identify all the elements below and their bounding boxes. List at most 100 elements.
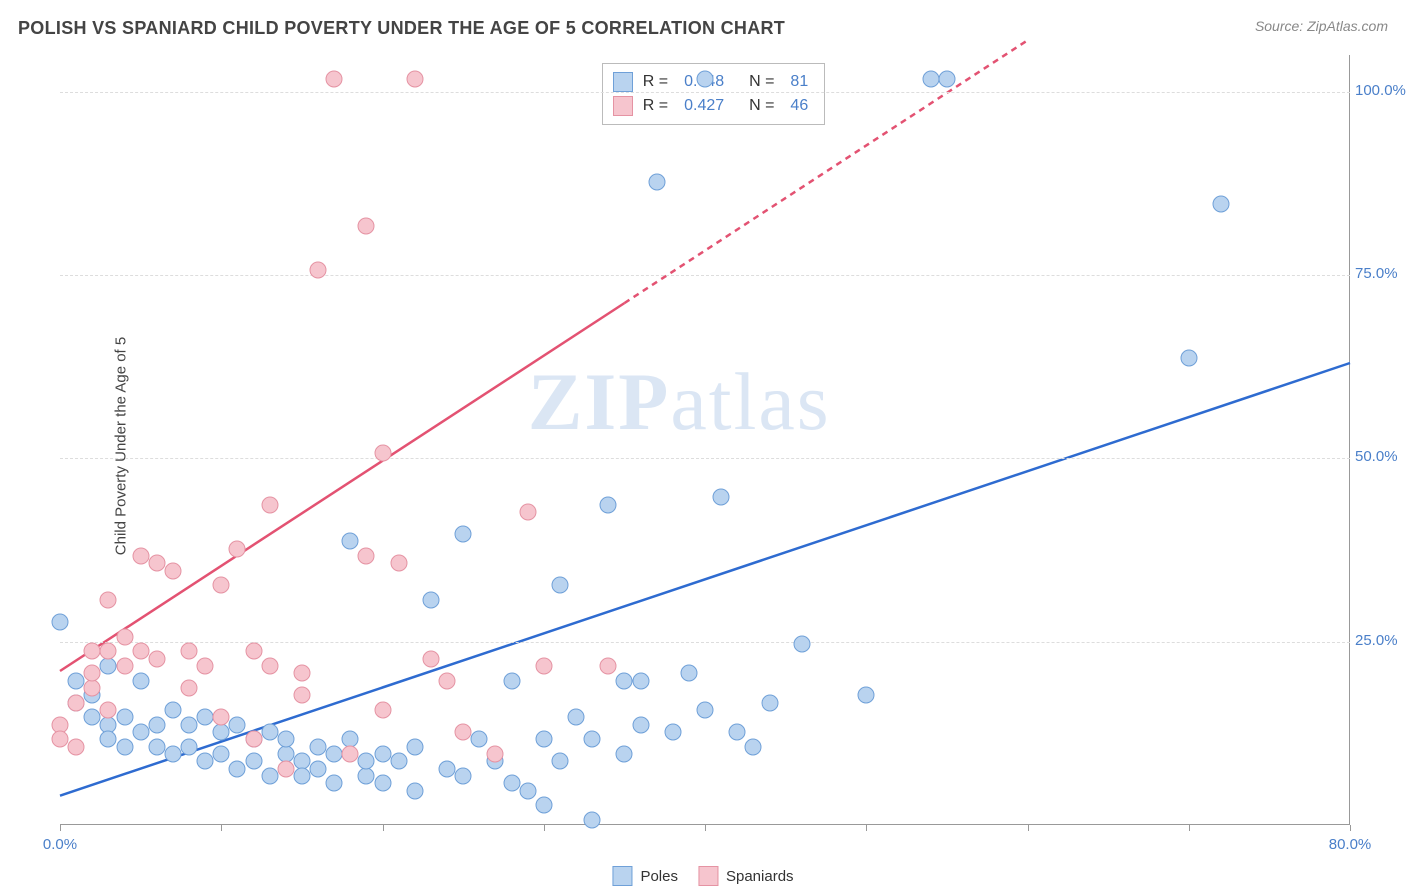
data-point: [132, 724, 149, 741]
data-point: [697, 71, 714, 88]
data-point: [358, 218, 375, 235]
data-point: [535, 731, 552, 748]
data-point: [422, 650, 439, 667]
data-point: [358, 548, 375, 565]
data-point: [293, 665, 310, 682]
data-point: [68, 672, 85, 689]
data-point: [455, 526, 472, 543]
data-point: [213, 724, 230, 741]
stat-label: N =: [740, 73, 774, 91]
data-point: [439, 760, 456, 777]
data-point: [713, 489, 730, 506]
data-point: [422, 592, 439, 609]
data-point: [648, 174, 665, 191]
y-tick-label: 100.0%: [1355, 82, 1406, 99]
data-point: [342, 533, 359, 550]
data-point: [181, 716, 198, 733]
data-point: [148, 716, 165, 733]
data-point: [584, 812, 601, 829]
data-point: [535, 658, 552, 675]
x-tick-mark: [221, 825, 222, 831]
x-tick-mark: [383, 825, 384, 831]
data-point: [181, 643, 198, 660]
data-point: [245, 643, 262, 660]
data-point: [261, 658, 278, 675]
data-point: [100, 643, 117, 660]
data-point: [164, 702, 181, 719]
stat-n-value: 81: [790, 73, 808, 91]
stats-row: R =0.427 N =46: [613, 94, 814, 118]
y-tick-label: 25.0%: [1355, 632, 1406, 649]
stat-label: R =: [643, 73, 668, 91]
series-swatch: [613, 72, 633, 92]
data-point: [568, 709, 585, 726]
data-point: [100, 702, 117, 719]
data-point: [261, 768, 278, 785]
data-point: [213, 577, 230, 594]
stats-row: R =0.548 N =81: [613, 70, 814, 94]
data-point: [632, 716, 649, 733]
data-point: [132, 548, 149, 565]
data-point: [148, 650, 165, 667]
data-point: [181, 680, 198, 697]
x-tick-label: 80.0%: [1329, 836, 1372, 853]
data-point: [261, 724, 278, 741]
data-point: [229, 540, 246, 557]
stat-label: R =: [643, 97, 668, 115]
data-point: [1180, 350, 1197, 367]
data-point: [213, 709, 230, 726]
x-tick-mark: [1028, 825, 1029, 831]
data-point: [745, 738, 762, 755]
data-point: [164, 746, 181, 763]
data-point: [261, 496, 278, 513]
data-point: [116, 709, 133, 726]
data-point: [1213, 196, 1230, 213]
data-point: [793, 636, 810, 653]
data-point: [100, 731, 117, 748]
data-point: [358, 768, 375, 785]
data-point: [584, 731, 601, 748]
y-tick-label: 75.0%: [1355, 265, 1406, 282]
data-point: [374, 775, 391, 792]
chart-title: POLISH VS SPANIARD CHILD POVERTY UNDER T…: [18, 18, 785, 39]
legend-swatch: [698, 866, 718, 886]
data-point: [310, 760, 327, 777]
legend-label: Spaniards: [726, 868, 794, 885]
data-point: [277, 731, 294, 748]
x-tick-mark: [544, 825, 545, 831]
data-point: [229, 716, 246, 733]
data-point: [197, 709, 214, 726]
grid-line: [60, 92, 1350, 93]
data-point: [729, 724, 746, 741]
data-point: [761, 694, 778, 711]
data-point: [52, 614, 69, 631]
chart-header: POLISH VS SPANIARD CHILD POVERTY UNDER T…: [18, 18, 1388, 39]
data-point: [551, 753, 568, 770]
data-point: [197, 658, 214, 675]
data-point: [455, 724, 472, 741]
data-point: [697, 702, 714, 719]
data-point: [84, 665, 101, 682]
data-point: [277, 760, 294, 777]
stat-n-value: 46: [790, 97, 808, 115]
y-tick-label: 50.0%: [1355, 448, 1406, 465]
data-point: [455, 768, 472, 785]
data-point: [293, 768, 310, 785]
data-point: [116, 738, 133, 755]
data-point: [616, 672, 633, 689]
data-point: [164, 562, 181, 579]
source-attribution: Source: ZipAtlas.com: [1255, 18, 1388, 34]
data-point: [100, 658, 117, 675]
data-point: [84, 680, 101, 697]
data-point: [68, 738, 85, 755]
data-point: [100, 592, 117, 609]
data-point: [503, 672, 520, 689]
data-point: [519, 504, 536, 521]
data-point: [52, 731, 69, 748]
data-point: [374, 746, 391, 763]
legend-label: Poles: [640, 868, 678, 885]
grid-line: [60, 458, 1350, 459]
data-point: [922, 71, 939, 88]
data-point: [293, 687, 310, 704]
data-point: [84, 643, 101, 660]
